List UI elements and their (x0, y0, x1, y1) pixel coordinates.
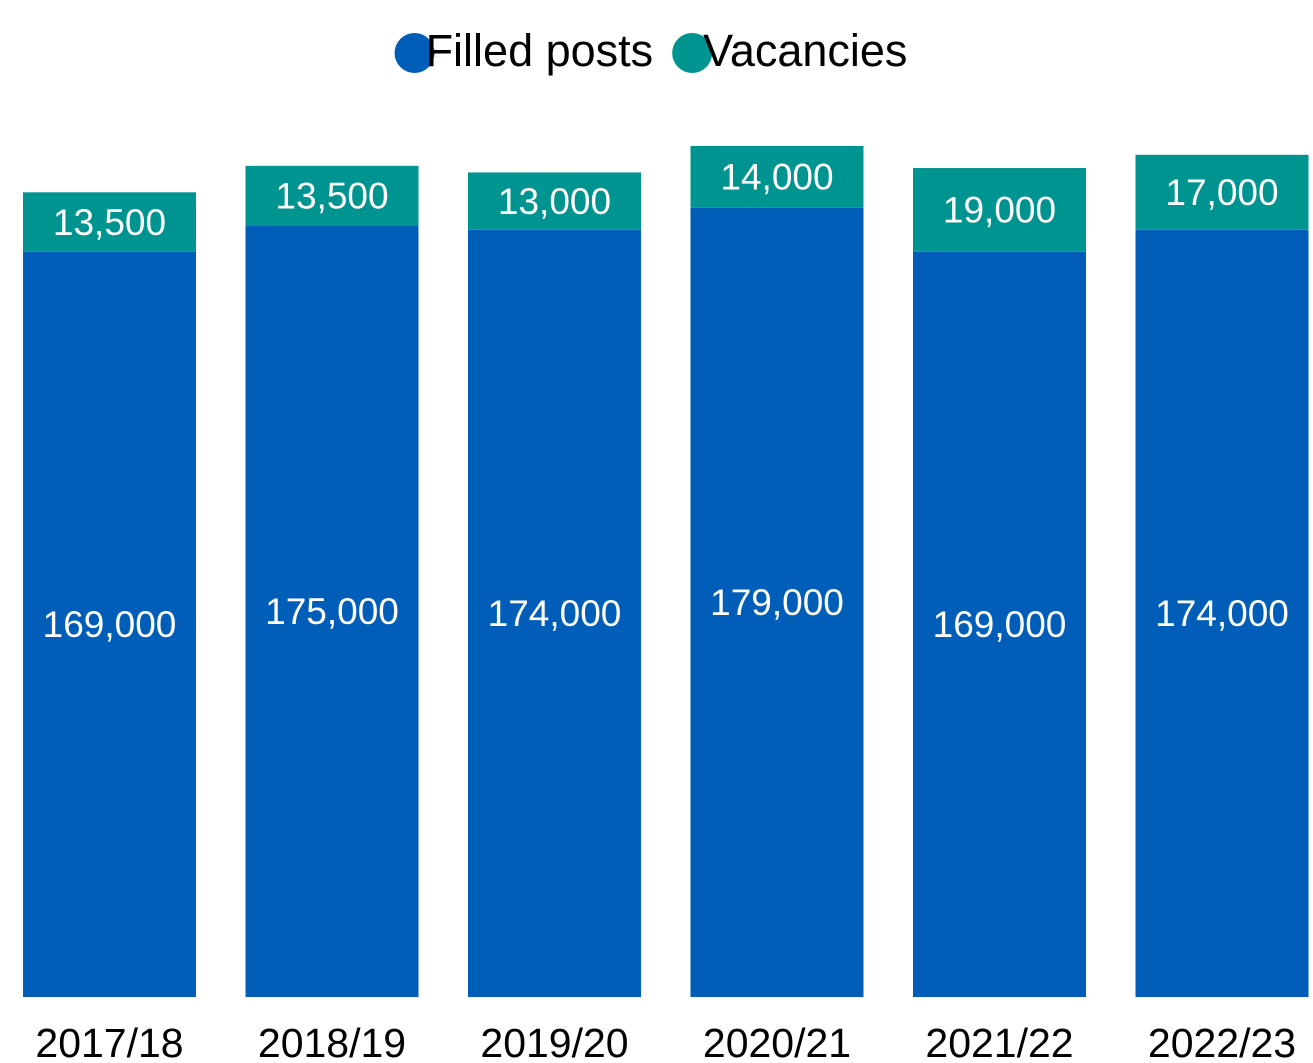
data-label: 13,500 (53, 202, 166, 243)
legend-marker (672, 33, 713, 73)
data-label: 179,000 (710, 582, 844, 623)
bar-segment (1135, 154, 1309, 230)
data-label: 175,000 (265, 591, 399, 632)
data-label: 174,000 (1155, 593, 1289, 634)
bar-segment (23, 192, 196, 252)
x-tick-label: 2020/21 (703, 1020, 851, 1063)
bar-segment (245, 225, 419, 998)
data-label: 13,000 (498, 181, 611, 222)
bar-segment (245, 165, 419, 226)
x-tick-label: 2021/22 (925, 1020, 1073, 1063)
bar-segment (913, 168, 1086, 252)
data-label: 169,000 (43, 604, 177, 645)
x-tick-label: 2018/19 (258, 1020, 406, 1063)
bar-segment (23, 251, 196, 997)
bar-segment (468, 172, 641, 230)
bar-segment (690, 207, 864, 997)
data-label: 19,000 (943, 190, 1056, 231)
x-tick-label: 2017/18 (35, 1020, 183, 1063)
data-label: 169,000 (933, 604, 1067, 645)
data-label: 17,000 (1165, 172, 1278, 213)
data-label: 13,500 (275, 175, 388, 216)
x-tick-label: 2022/23 (1148, 1020, 1296, 1063)
x-tick-label: 2019/20 (480, 1020, 628, 1063)
bar-segment (1135, 229, 1309, 997)
legend-marker (394, 33, 435, 73)
data-label: 14,000 (720, 157, 833, 198)
legend-label: Vacancies (703, 25, 907, 76)
bar-segment (690, 146, 864, 208)
data-label: 174,000 (488, 593, 622, 634)
legend-label: Filled posts (426, 25, 654, 76)
bar-segment (913, 251, 1086, 997)
bar-segment (468, 229, 641, 997)
